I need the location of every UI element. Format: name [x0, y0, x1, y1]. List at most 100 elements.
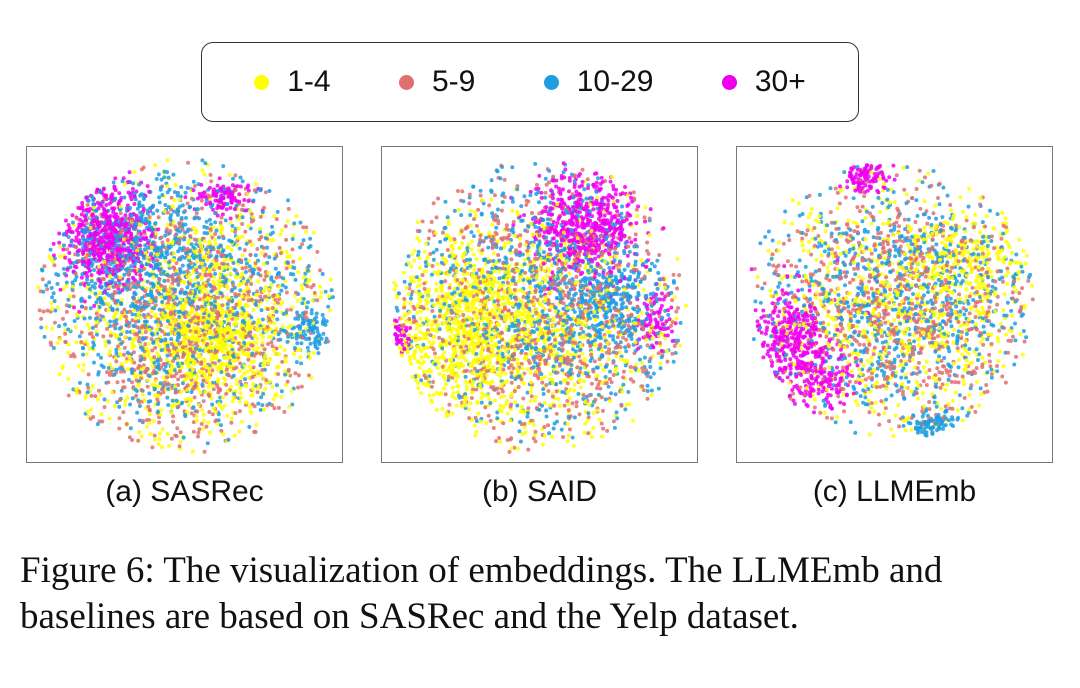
scatter-point: [274, 309, 279, 314]
scatter-point: [57, 324, 62, 329]
scatter-point: [510, 199, 515, 204]
scatter-point: [314, 311, 319, 316]
scatter-point: [135, 410, 140, 415]
scatter-point: [135, 373, 139, 378]
scatter-point: [185, 201, 190, 206]
scatter-point: [240, 294, 245, 299]
scatter-point: [155, 358, 160, 363]
scatter-point: [217, 401, 222, 406]
scatter-point: [67, 251, 72, 256]
scatter-point: [173, 287, 178, 292]
scatter-point: [598, 362, 603, 367]
scatter-point: [222, 187, 227, 192]
scatter-point: [154, 338, 159, 343]
scatter-point: [208, 172, 213, 177]
scatter-point: [129, 231, 134, 236]
scatter-point: [156, 281, 161, 286]
scatter-point: [79, 241, 84, 246]
scatter-point: [229, 247, 234, 252]
scatter-point: [94, 329, 99, 334]
scatter-point: [210, 332, 215, 337]
scatter-point: [207, 185, 212, 190]
scatter-point: [137, 269, 142, 274]
scatter-point: [210, 368, 215, 373]
scatter-point: [66, 297, 71, 302]
scatter-point: [251, 198, 256, 203]
scatter-point: [207, 366, 212, 371]
scatter-point: [169, 405, 174, 410]
scatter-point: [165, 184, 170, 189]
scatter-point: [101, 249, 106, 254]
scatter-point: [138, 252, 143, 257]
scatter-point: [238, 288, 243, 293]
scatter-point: [207, 349, 212, 354]
scatter-point: [52, 299, 57, 304]
scatter-point: [137, 182, 142, 187]
scatter-point: [114, 367, 119, 372]
scatter-point: [93, 324, 98, 329]
scatter-point: [143, 342, 148, 347]
scatter-point: [274, 383, 279, 388]
scatter-point: [460, 189, 465, 194]
scatter-point: [245, 369, 250, 374]
scatter-point: [157, 277, 162, 282]
scatter-point: [247, 424, 252, 429]
scatter-point: [208, 227, 213, 232]
scatter-point: [306, 351, 311, 356]
scatter-point: [239, 258, 244, 263]
scatter-point: [440, 230, 445, 235]
scatter-point: [308, 236, 313, 241]
scatter-point: [162, 279, 167, 284]
scatter-point: [251, 346, 256, 351]
scatter-point: [473, 433, 478, 438]
scatter-point: [165, 375, 169, 380]
scatter-point: [547, 431, 552, 436]
scatter-point: [145, 255, 150, 260]
scatter-point: [148, 432, 153, 437]
scatter-point: [189, 390, 194, 395]
scatter-point: [126, 324, 131, 329]
scatter-point: [135, 248, 140, 253]
scatter-point: [208, 346, 213, 351]
scatter-point: [241, 279, 246, 284]
scatter-point: [105, 221, 110, 226]
scatter-point: [199, 304, 204, 309]
scatter-point: [589, 251, 594, 256]
scatter-point: [193, 329, 198, 334]
scatter-point: [74, 390, 79, 395]
scatter-point: [130, 218, 135, 223]
scatter-point: [160, 427, 165, 432]
scatter-point: [173, 240, 178, 245]
scatter-point: [672, 344, 677, 349]
scatter-point: [201, 315, 206, 320]
scatter-point: [262, 205, 266, 210]
scatter-point: [252, 188, 257, 193]
scatter-point: [120, 179, 125, 184]
scatter-point: [166, 278, 171, 283]
scatter-point: [214, 330, 218, 335]
scatter-point: [103, 339, 108, 344]
scatter-point: [115, 246, 120, 251]
scatter-point: [176, 348, 181, 353]
scatter-point: [296, 316, 301, 321]
scatter-point: [215, 310, 220, 315]
scatter-point: [153, 235, 158, 240]
scatter-point: [148, 272, 153, 277]
scatter-point: [63, 322, 68, 327]
scatter-point: [181, 373, 186, 378]
scatter-point: [304, 336, 309, 341]
scatter-point: [195, 274, 200, 279]
scatter-point: [274, 326, 279, 331]
scatter-point: [99, 244, 104, 249]
scatter-point: [149, 205, 154, 210]
scatter-point: [173, 224, 178, 229]
scatter-point: [129, 213, 134, 218]
scatter-point: [263, 285, 268, 290]
scatter-point: [191, 188, 196, 193]
scatter-point: [226, 364, 231, 369]
scatter-point: [95, 397, 100, 402]
scatter-point: [147, 189, 152, 194]
scatter-point: [245, 304, 250, 308]
scatter-point: [145, 279, 150, 284]
scatter-point: [118, 211, 123, 216]
